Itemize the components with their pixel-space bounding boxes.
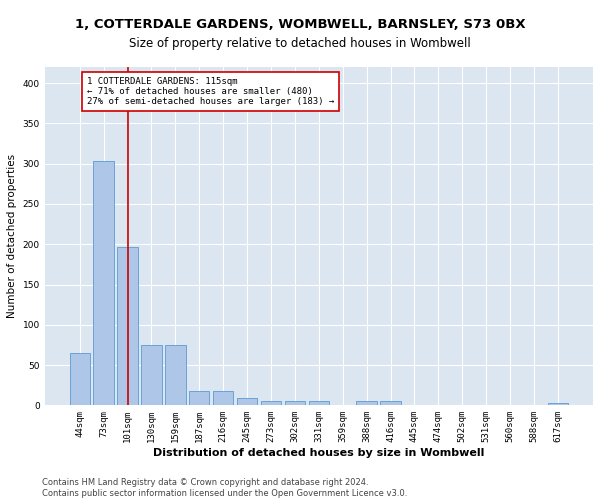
Bar xyxy=(308,402,329,406)
Bar xyxy=(261,400,281,406)
Bar xyxy=(165,345,185,406)
Bar xyxy=(237,398,257,406)
Text: 1, COTTERDALE GARDENS, WOMBWELL, BARNSLEY, S73 0BX: 1, COTTERDALE GARDENS, WOMBWELL, BARNSLE… xyxy=(74,18,526,30)
Bar xyxy=(548,403,568,406)
Bar xyxy=(94,161,114,406)
Bar xyxy=(70,353,90,406)
Y-axis label: Number of detached properties: Number of detached properties xyxy=(7,154,17,318)
Bar xyxy=(141,345,161,406)
Bar xyxy=(189,391,209,406)
Bar xyxy=(118,246,137,406)
Text: Size of property relative to detached houses in Wombwell: Size of property relative to detached ho… xyxy=(129,38,471,51)
Text: Contains HM Land Registry data © Crown copyright and database right 2024.
Contai: Contains HM Land Registry data © Crown c… xyxy=(42,478,407,498)
Bar xyxy=(285,402,305,406)
Bar xyxy=(213,391,233,406)
Bar xyxy=(380,402,401,406)
X-axis label: Distribution of detached houses by size in Wombwell: Distribution of detached houses by size … xyxy=(153,448,485,458)
Text: 1 COTTERDALE GARDENS: 115sqm
← 71% of detached houses are smaller (480)
27% of s: 1 COTTERDALE GARDENS: 115sqm ← 71% of de… xyxy=(87,76,334,106)
Bar xyxy=(356,402,377,406)
